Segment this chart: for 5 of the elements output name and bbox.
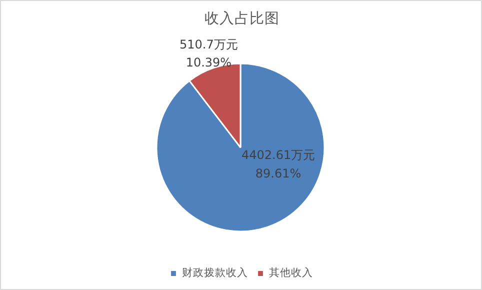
data-label: 4402.61万元 89.61% <box>241 148 316 180</box>
legend-label: 其他收入 <box>269 266 313 280</box>
chart-title: 收入占比图 <box>204 10 280 27</box>
data-label: 510.7万元 10.39% <box>180 38 238 70</box>
legend-label: 财政拨款收入 <box>182 266 248 280</box>
